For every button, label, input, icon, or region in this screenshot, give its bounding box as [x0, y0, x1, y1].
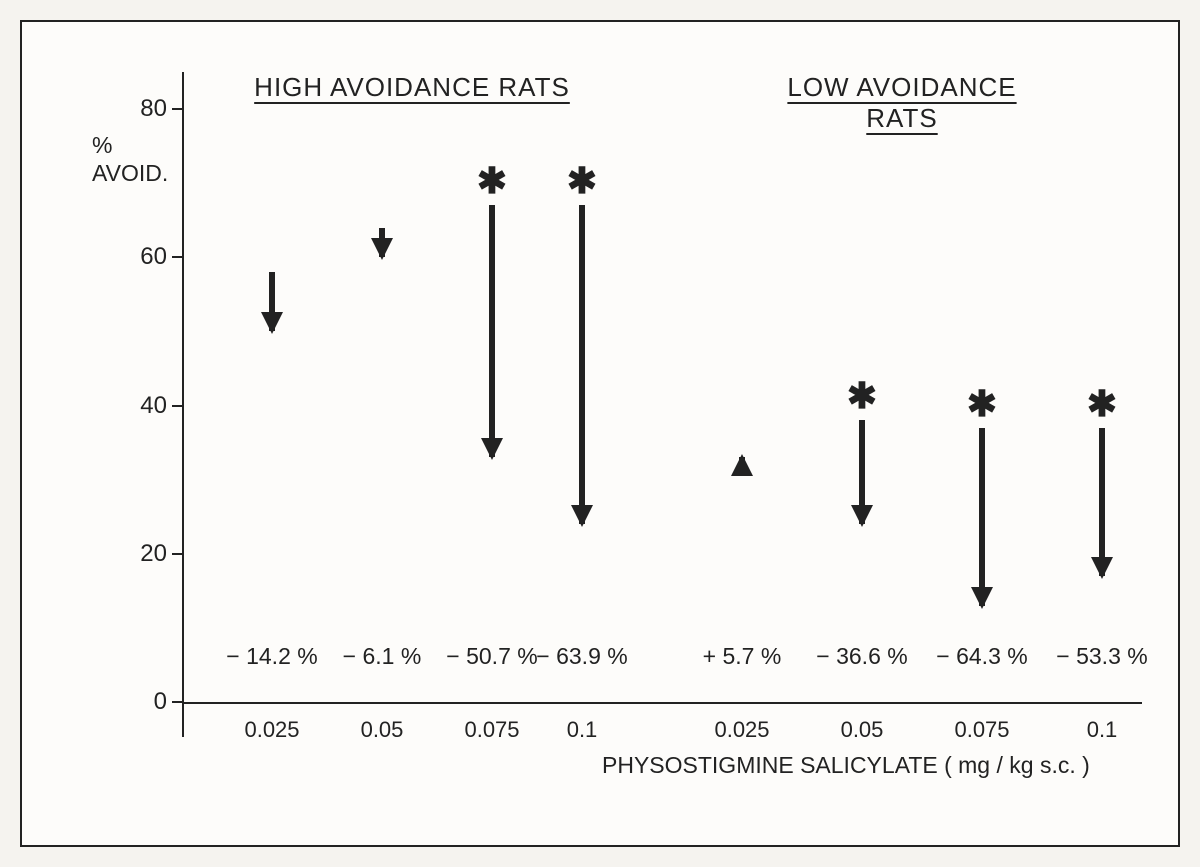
data-arrow — [579, 205, 585, 524]
y-tick — [172, 553, 182, 555]
x-axis-title: PHYSOSTIGMINE SALICYLATE ( mg / kg s.c. … — [602, 752, 1090, 779]
arrow-down-icon — [571, 505, 593, 527]
arrow-down-icon — [851, 505, 873, 527]
percent-change-label: − 53.3 % — [1056, 643, 1147, 670]
x-tick-label: 0.1 — [567, 717, 598, 743]
percent-change-label: − 50.7 % — [446, 643, 537, 670]
x-tick-label: 0.05 — [841, 717, 884, 743]
group-label: LOW AVOIDANCE RATS — [782, 72, 1022, 134]
y-tick-label: 60 — [107, 243, 167, 271]
y-tick — [172, 108, 182, 110]
y-tick — [172, 405, 182, 407]
y-tick-label: 0 — [107, 688, 167, 716]
x-axis — [182, 702, 1142, 704]
x-tick-label: 0.025 — [244, 717, 299, 743]
arrow-down-icon — [261, 312, 283, 334]
x-tick-label: 0.075 — [954, 717, 1009, 743]
data-arrow — [269, 272, 275, 331]
arrow-down-icon — [1091, 557, 1113, 579]
data-arrow — [859, 420, 865, 524]
arrow-down-icon — [971, 587, 993, 609]
chart-area: % AVOID. PHYSOSTIGMINE SALICYLATE ( mg /… — [182, 72, 1142, 752]
significance-marker-icon: ✱ — [477, 160, 507, 202]
data-arrow — [379, 228, 385, 258]
chart-frame: % AVOID. PHYSOSTIGMINE SALICYLATE ( mg /… — [20, 20, 1180, 847]
significance-marker-icon: ✱ — [847, 375, 877, 417]
significance-marker-icon: ✱ — [967, 383, 997, 425]
data-arrow — [739, 457, 745, 472]
y-tick — [172, 256, 182, 258]
y-tick-label: 40 — [107, 392, 167, 420]
significance-marker-icon: ✱ — [1087, 383, 1117, 425]
arrow-up-icon — [731, 454, 753, 476]
data-arrow — [979, 428, 985, 606]
y-axis-title-line2: AVOID. — [92, 160, 192, 187]
percent-change-label: − 63.9 % — [536, 643, 627, 670]
y-axis-title-line1: % — [92, 132, 192, 159]
arrow-down-icon — [481, 438, 503, 460]
data-arrow — [489, 205, 495, 457]
data-arrow — [1099, 428, 1105, 576]
percent-change-label: − 6.1 % — [343, 643, 422, 670]
x-tick-label: 0.1 — [1087, 717, 1118, 743]
group-label: HIGH AVOIDANCE RATS — [254, 72, 570, 103]
percent-change-label: + 5.7 % — [703, 643, 782, 670]
y-tick — [172, 701, 182, 703]
percent-change-label: − 64.3 % — [936, 643, 1027, 670]
arrow-down-icon — [371, 238, 393, 260]
percent-change-label: − 14.2 % — [226, 643, 317, 670]
y-tick-label: 80 — [107, 95, 167, 123]
x-tick-label: 0.075 — [464, 717, 519, 743]
x-tick-label: 0.05 — [361, 717, 404, 743]
significance-marker-icon: ✱ — [567, 160, 597, 202]
percent-change-label: − 36.6 % — [816, 643, 907, 670]
x-tick-label: 0.025 — [714, 717, 769, 743]
y-tick-label: 20 — [107, 540, 167, 568]
